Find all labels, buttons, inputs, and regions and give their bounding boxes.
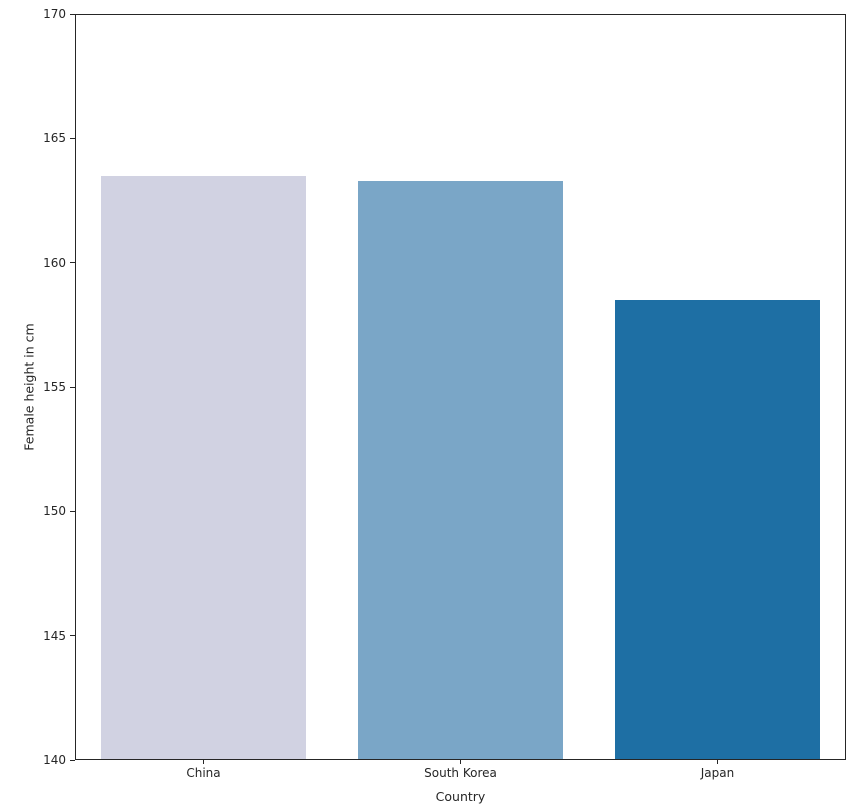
x-tick-label: South Korea [424,766,497,780]
y-tick-label: 165 [43,131,66,146]
y-tick-label: 145 [43,628,66,643]
y-tick-mark [70,759,75,761]
x-tick-mark [203,760,204,764]
x-tick-mark [717,760,718,764]
y-tick-label: 160 [43,255,66,270]
y-tick-mark [70,510,75,512]
x-axis-label: Country [435,789,486,804]
x-tick-label: Japan [700,766,735,780]
y-tick-label: 140 [43,753,66,767]
y-tick-mark [70,137,75,139]
y-tick-label: 150 [43,504,66,519]
y-tick-label: 155 [43,380,66,394]
bar-japan [614,299,821,760]
y-tick-label: 170 [43,7,66,21]
y-tick-mark [70,262,75,264]
bar-china [100,175,307,760]
bar-south-korea [357,180,564,760]
y-tick-mark [70,386,75,388]
x-tick-label: China [186,766,221,780]
x-tick-mark [460,760,461,764]
y-tick-mark [70,13,75,15]
y-tick-mark [70,635,75,637]
